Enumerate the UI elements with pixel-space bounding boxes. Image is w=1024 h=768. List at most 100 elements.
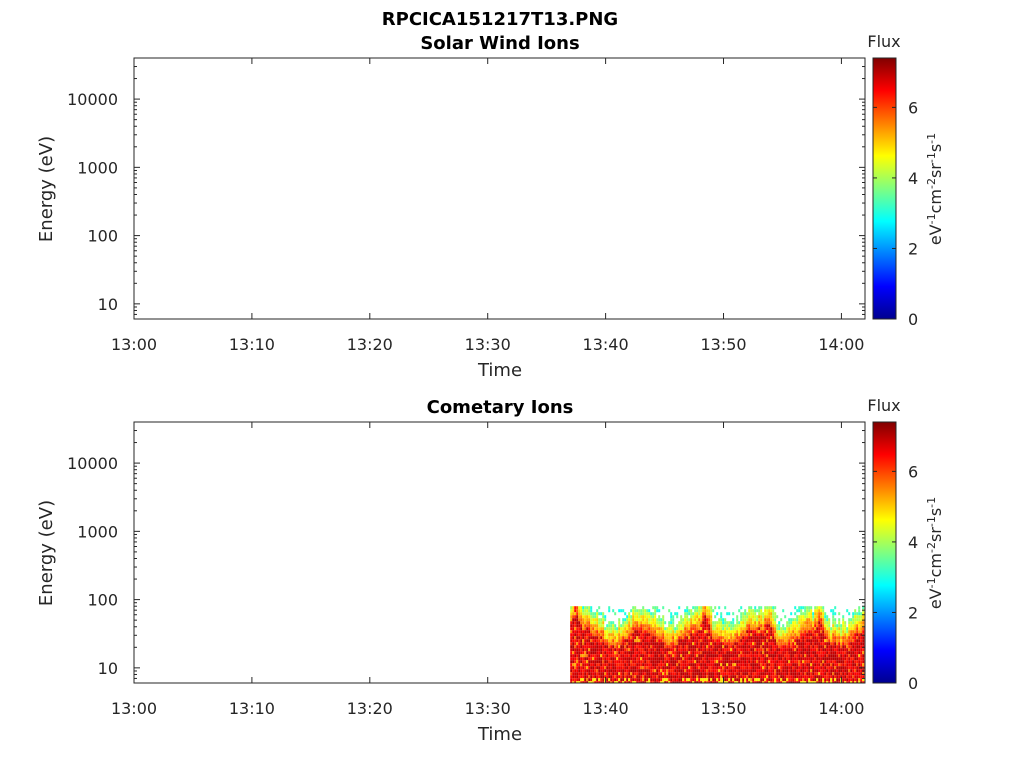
heatmap-cell [792, 681, 795, 683]
heatmap-cell [790, 678, 793, 682]
heatmap-cell [708, 669, 711, 673]
heatmap-cell [630, 621, 633, 625]
heatmap-cell [626, 675, 629, 679]
heatmap-cell [656, 633, 659, 637]
heatmap-cell [608, 633, 611, 637]
heatmap-cell [764, 624, 767, 628]
heatmap-cell [618, 618, 621, 622]
heatmap-cell [788, 669, 791, 673]
heatmap-cell [640, 627, 643, 631]
heatmap-cell [636, 639, 639, 643]
heatmap-cell [604, 651, 607, 655]
heatmap-cell [734, 672, 737, 676]
heatmap-cell [794, 660, 797, 664]
heatmap-cell [654, 654, 657, 658]
heatmap-cell [756, 630, 759, 634]
heatmap-cell [800, 681, 803, 683]
heatmap-cell [582, 618, 585, 622]
heatmap-cell [648, 615, 651, 619]
heatmap-cell [578, 609, 581, 613]
heatmap-cell [732, 669, 735, 673]
heatmap-cell [760, 666, 763, 670]
heatmap-cell [846, 669, 849, 673]
heatmap-cell [814, 678, 817, 682]
heatmap-cell [618, 651, 621, 655]
heatmap-cell [630, 669, 633, 673]
chart-title: Solar Wind Ions [420, 33, 579, 54]
heatmap-cell [754, 672, 757, 676]
heatmap-cell [612, 663, 615, 667]
heatmap-cell [672, 633, 675, 637]
heatmap-cell [686, 654, 689, 658]
heatmap-cell [706, 666, 709, 670]
heatmap-cell [654, 672, 657, 676]
heatmap-cell [668, 678, 671, 682]
heatmap-cell [802, 675, 805, 679]
heatmap-cell [700, 660, 703, 664]
heatmap-cell [644, 657, 647, 661]
heatmap-cell [620, 675, 623, 679]
heatmap-cell [766, 606, 769, 610]
heatmap-cell [818, 624, 821, 628]
heatmap-cell [652, 612, 655, 616]
heatmap-cell [738, 663, 741, 667]
heatmap-cell [754, 669, 757, 673]
heatmap-cell [714, 678, 717, 682]
heatmap-cell [606, 678, 609, 682]
heatmap-cell [642, 672, 645, 676]
heatmap-cell [732, 630, 735, 634]
heatmap-cell [838, 660, 841, 664]
heatmap-cell [596, 654, 599, 658]
heatmap-cell [610, 669, 613, 673]
heatmap-cell [854, 627, 857, 631]
heatmap-cell [726, 651, 729, 655]
heatmap-cell [694, 660, 697, 664]
heatmap-cell [862, 681, 865, 683]
heatmap-cell [644, 666, 647, 670]
heatmap-cell [698, 615, 701, 619]
heatmap-cell [804, 660, 807, 664]
heatmap-cell [596, 633, 599, 637]
heatmap-cell [574, 669, 577, 673]
heatmap-cell [586, 648, 589, 652]
heatmap-cell [682, 681, 685, 683]
heatmap-cell [724, 666, 727, 670]
heatmap-cell [712, 672, 715, 676]
heatmap-cell [632, 636, 635, 640]
heatmap-cell [724, 672, 727, 676]
heatmap-cell [580, 669, 583, 673]
heatmap-cell [854, 612, 857, 616]
heatmap-cell [618, 609, 621, 613]
heatmap-cell [678, 666, 681, 670]
heatmap-cell [788, 654, 791, 658]
heatmap-cell [700, 618, 703, 622]
heatmap-cell [750, 615, 753, 619]
heatmap-cell [852, 672, 855, 676]
heatmap-cell [666, 648, 669, 652]
heatmap-cell [782, 657, 785, 661]
heatmap-cell [848, 642, 851, 646]
heatmap-cell [712, 654, 715, 658]
heatmap-cell [682, 642, 685, 646]
heatmap-cell [736, 654, 739, 658]
heatmap-cell [630, 636, 633, 640]
heatmap-cell [686, 675, 689, 679]
heatmap-cell [676, 666, 679, 670]
heatmap-cell [598, 618, 601, 622]
heatmap-cell [708, 621, 711, 625]
heatmap-cell [722, 663, 725, 667]
heatmap-cell [754, 636, 757, 640]
heatmap-cell [754, 648, 757, 652]
heatmap-cell [716, 612, 719, 616]
heatmap-cell [772, 624, 775, 628]
heatmap-cell [728, 648, 731, 652]
heatmap-cell [682, 666, 685, 670]
heatmap-cell [676, 642, 679, 646]
heatmap-cell [688, 654, 691, 658]
heatmap-cell [814, 657, 817, 661]
heatmap-cell [572, 630, 575, 634]
heatmap-cell [736, 624, 739, 628]
heatmap-cell [780, 648, 783, 652]
heatmap-cell [768, 651, 771, 655]
heatmap-cell [632, 648, 635, 652]
